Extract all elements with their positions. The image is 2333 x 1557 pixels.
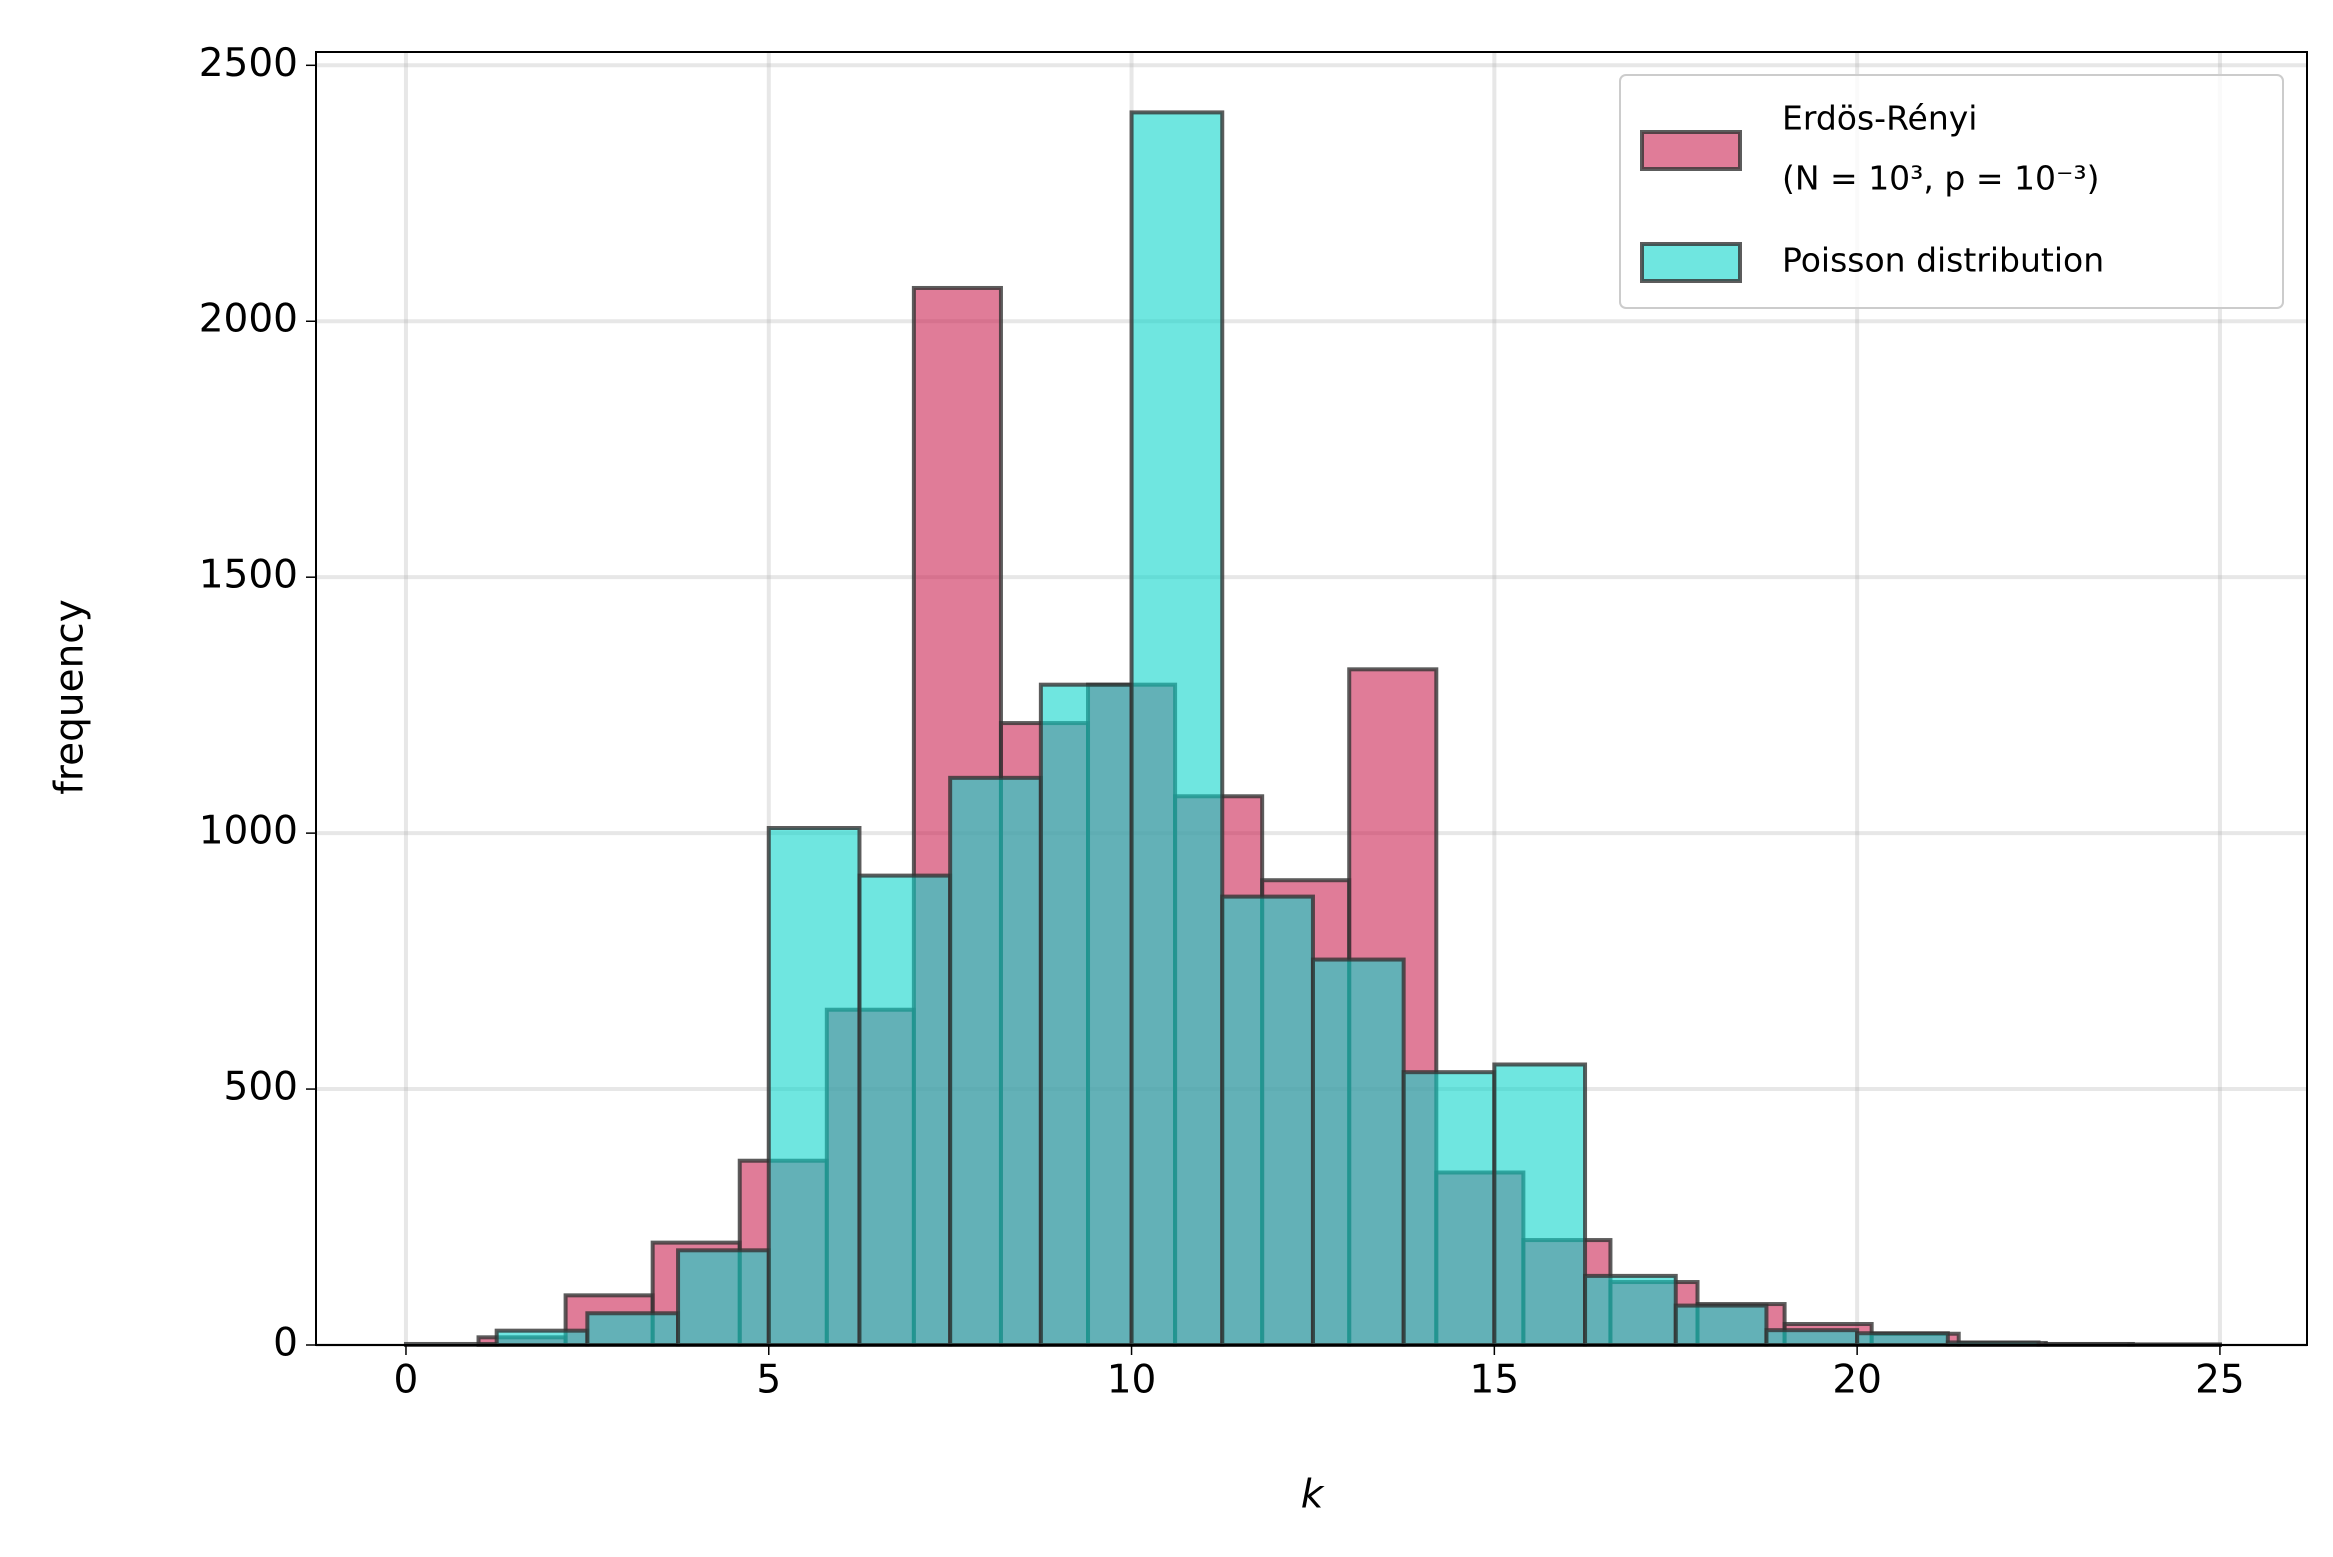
histogram-bar: [1129, 110, 1225, 1348]
x-tick-label: 0: [394, 1358, 419, 1403]
histogram-bar: [1038, 682, 1134, 1347]
y-tick-label: 0: [273, 1321, 298, 1366]
legend-label: Poisson distribution: [1782, 241, 2104, 280]
x-tick-label: 25: [2195, 1358, 2245, 1403]
histogram-bar: [1220, 894, 1315, 1347]
histogram-bar: [1855, 1331, 1950, 1347]
legend-swatch: [1640, 130, 1742, 171]
histogram-bar: [1492, 1062, 1588, 1347]
y-tick-label: 2500: [199, 41, 298, 86]
x-tick-label: 5: [756, 1358, 781, 1403]
plot-frame: [315, 51, 2308, 1346]
x-tick-label: 10: [1107, 1358, 1157, 1403]
histogram-bar: [1764, 1328, 1860, 1348]
histogram-bar: [585, 1311, 681, 1348]
bars: [403, 110, 2222, 1348]
axes: 0 5 10 15 20 25 0 500 1000 1500 2000 2500: [199, 41, 2308, 1403]
legend-swatch: [1640, 242, 1742, 283]
y-axis-label: frequency: [48, 599, 93, 795]
histogram-bar: [1310, 957, 1406, 1347]
histogram-bar: [676, 1248, 771, 1348]
histogram-bar: [1401, 1070, 1497, 1347]
histogram-bar: [857, 873, 953, 1347]
histogram-bar: [1583, 1273, 1678, 1348]
x-tick-label: 20: [1832, 1358, 1882, 1403]
x-axis-label: k: [1301, 1473, 1325, 1518]
legend-box: [1619, 74, 2284, 309]
y-tick-label: 1500: [199, 553, 298, 598]
y-tick-label: 1000: [199, 809, 298, 854]
y-tick-label: 500: [224, 1065, 298, 1110]
histogram-bar: [766, 826, 862, 1347]
histogram-bar: [1673, 1303, 1769, 1348]
legend: Erdös-Rényi (N = 10³, p = 10⁻³) Poisson di…: [1619, 74, 2284, 309]
legend-label: (N = 10³, p = 10⁻³): [1782, 159, 2099, 198]
legend-label: Erdös-Rényi: [1782, 99, 1977, 138]
histogram-bar: [494, 1328, 590, 1348]
y-tick-label: 2000: [199, 297, 298, 342]
x-tick-label: 15: [1470, 1358, 1520, 1403]
histogram-bar: [948, 775, 1043, 1347]
